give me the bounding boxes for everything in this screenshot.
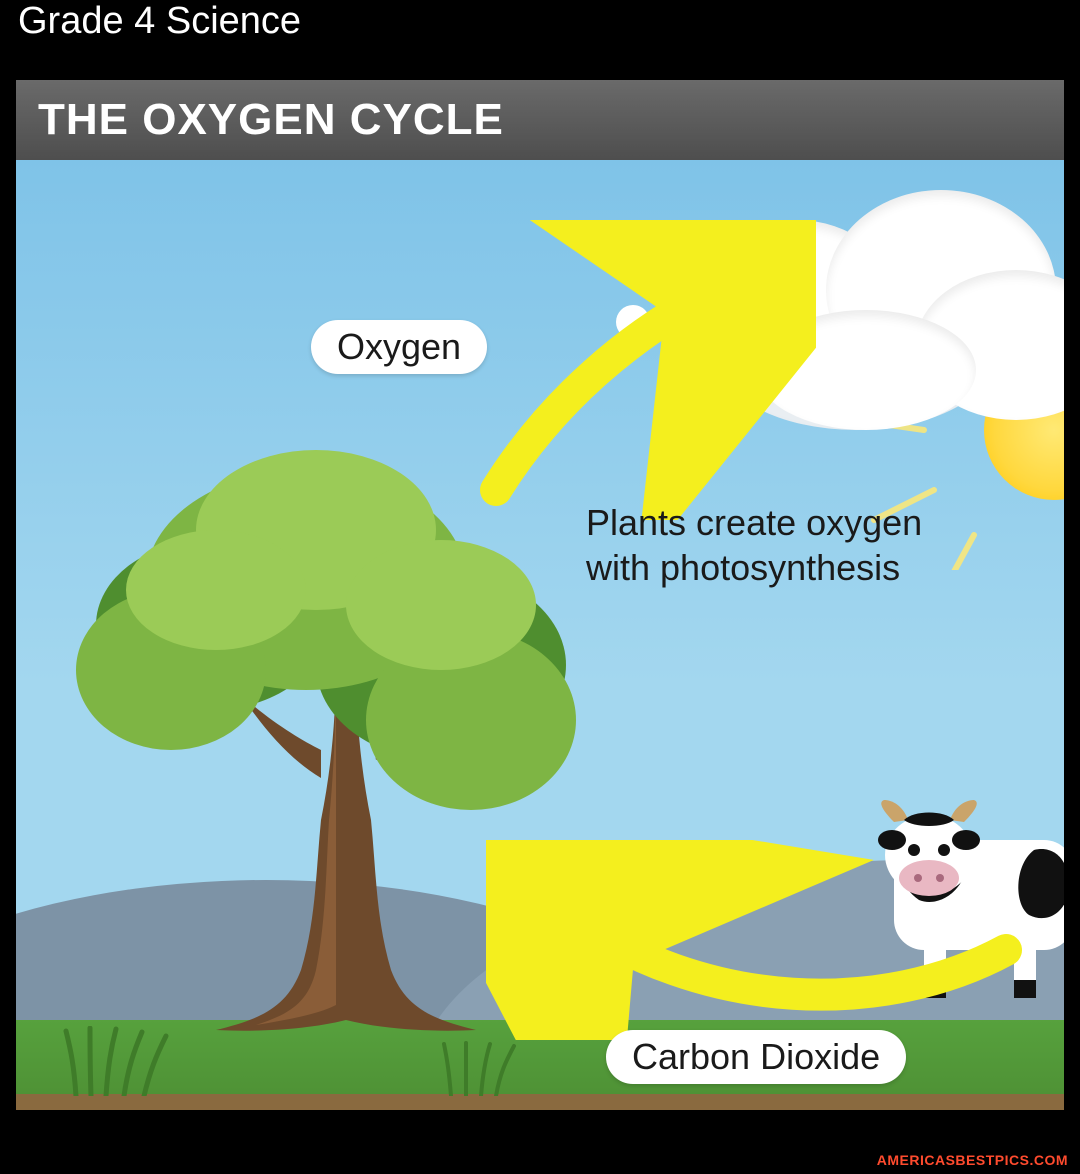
grass-tuft-mid-icon	[436, 1041, 526, 1096]
diagram-scene: Oxygen Plants create oxygen with photosy…	[16, 160, 1064, 1110]
page-title: Grade 4 Science	[18, 0, 301, 43]
dirt-strip	[16, 1094, 1064, 1110]
diagram-frame: THE OXYGEN CYCLE	[16, 80, 1064, 1110]
oxygen-label-text: Oxygen	[337, 326, 461, 367]
diagram-title-band: THE OXYGEN CYCLE	[16, 80, 1064, 160]
cow-icon	[864, 760, 1064, 1010]
oxygen-label: Oxygen	[311, 320, 487, 374]
grass-tuft-left-icon	[56, 1026, 176, 1096]
small-cloud-icon	[616, 305, 650, 339]
page-header: Grade 4 Science	[0, 0, 1080, 70]
carbon-dioxide-label: Carbon Dioxide	[606, 1030, 906, 1084]
carbon-dioxide-label-text: Carbon Dioxide	[632, 1036, 880, 1077]
photosynthesis-caption: Plants create oxygen with photosynthesis	[586, 500, 922, 590]
watermark-text: AMERICASBESTPICS.COM	[877, 1152, 1068, 1168]
diagram-title: THE OXYGEN CYCLE	[38, 95, 504, 145]
